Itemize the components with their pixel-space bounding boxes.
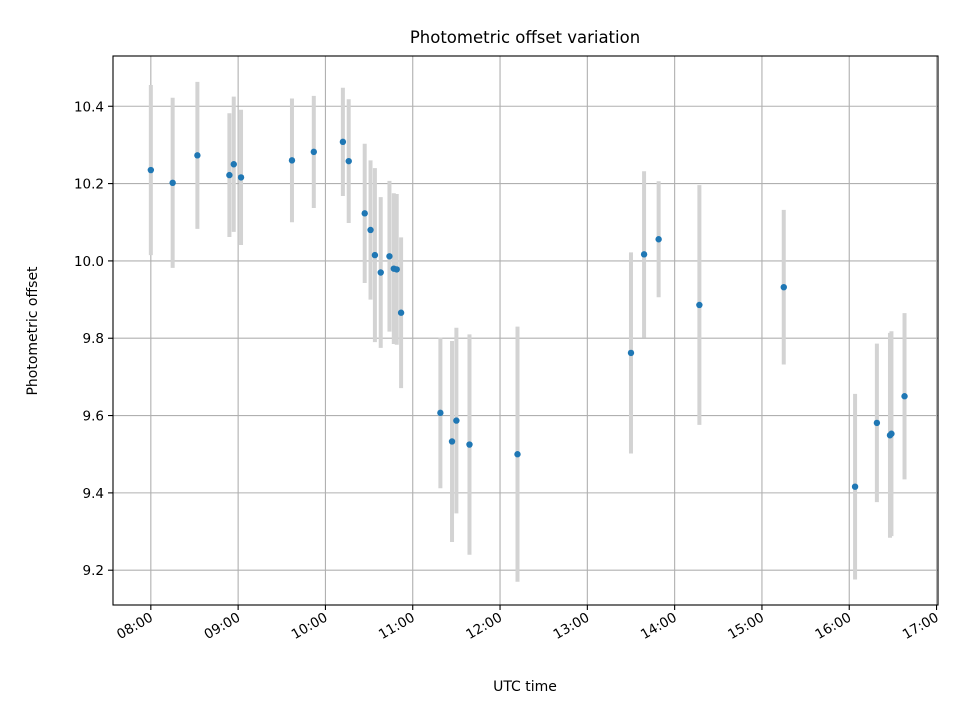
data-point xyxy=(361,210,368,217)
y-tick-label: 9.4 xyxy=(83,486,104,502)
chart-title: Photometric offset variation xyxy=(410,28,640,47)
x-tick-label: 10:00 xyxy=(289,610,331,643)
data-point xyxy=(230,161,237,168)
y-tick-label: 10.4 xyxy=(74,99,104,115)
x-tick-label: 09:00 xyxy=(201,610,243,643)
y-tick-label: 10.0 xyxy=(74,254,104,270)
data-point xyxy=(367,226,374,234)
y-axis-label: Photometric offset xyxy=(25,266,41,396)
data-point xyxy=(901,393,908,400)
data-point xyxy=(655,236,662,243)
plot-frame xyxy=(112,55,939,606)
data-point xyxy=(377,269,384,276)
y-tick-label: 9.8 xyxy=(83,331,104,347)
data-point xyxy=(237,174,245,181)
x-tick-label: 11:00 xyxy=(376,610,418,643)
x-tick-label: 15:00 xyxy=(725,610,767,643)
x-tick-label: 13:00 xyxy=(551,610,593,643)
x-tick-label: 14:00 xyxy=(638,610,680,643)
data-point xyxy=(514,451,521,458)
data-point xyxy=(339,138,347,146)
data-point xyxy=(780,283,787,291)
data-point xyxy=(696,301,703,309)
data-point xyxy=(888,430,895,437)
data-point xyxy=(393,266,400,273)
data-point xyxy=(147,166,155,174)
data-point xyxy=(194,152,201,159)
data-point xyxy=(466,441,473,448)
data-point xyxy=(851,483,859,490)
data-points xyxy=(147,138,908,490)
data-point xyxy=(627,349,635,357)
data-point xyxy=(437,409,444,417)
data-point xyxy=(226,171,233,179)
data-point xyxy=(288,157,296,164)
x-tick-label: 08:00 xyxy=(114,610,156,643)
axis-ticks: 08:00 09:00 10:00 11:00 12:00 13:00 14:00 15:00… xyxy=(74,99,942,643)
grid-lines xyxy=(113,56,938,605)
data-point xyxy=(453,417,460,424)
data-point xyxy=(345,157,352,165)
data-point xyxy=(448,438,456,445)
data-point xyxy=(169,179,176,187)
x-tick-label: 12:00 xyxy=(463,610,505,643)
y-tick-label: 9.2 xyxy=(83,563,104,579)
data-point xyxy=(386,253,393,260)
y-tick-label: 9.6 xyxy=(83,409,104,425)
data-point xyxy=(640,251,648,258)
x-tick-label: 17:00 xyxy=(900,610,942,643)
x-axis-label: UTC time xyxy=(493,679,557,695)
data-point xyxy=(371,251,379,259)
data-point xyxy=(397,309,405,316)
data-point xyxy=(873,419,881,427)
y-tick-label: 10.2 xyxy=(74,177,104,193)
data-point xyxy=(310,148,317,156)
error-bars xyxy=(148,81,907,582)
x-tick-label: 16:00 xyxy=(813,610,855,643)
